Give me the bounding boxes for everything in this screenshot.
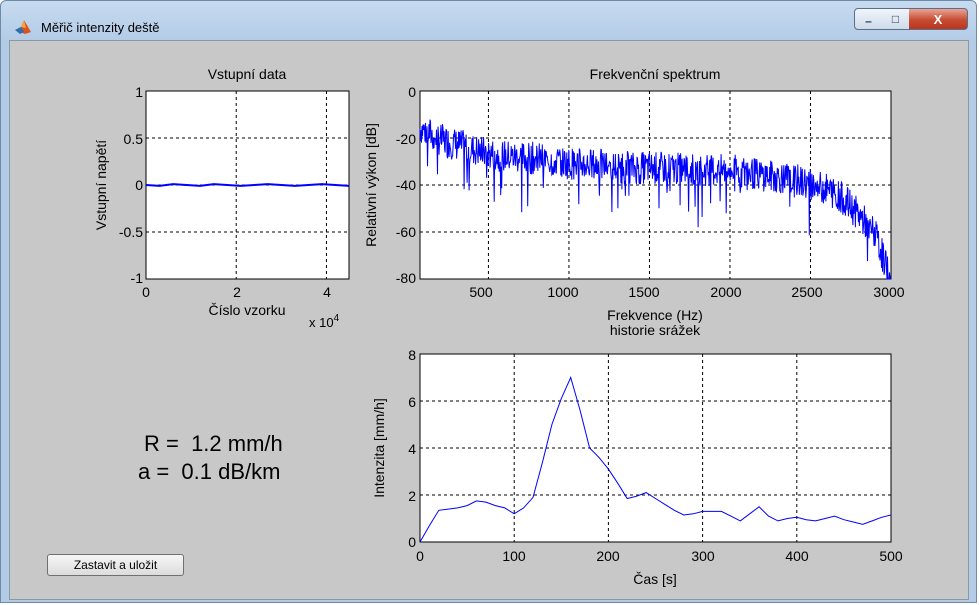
spectrum-ylabel: Relativní výkon [dB]: [363, 123, 379, 247]
spectrum-ytick: 0: [408, 84, 416, 100]
maximize-button[interactable]: □: [882, 8, 910, 30]
figure-area: Vstupní data 1 0.5 0 -0.5 -1 0 2 4 Číslo…: [9, 40, 969, 600]
maximize-icon: □: [891, 12, 900, 26]
spectrum-title: Frekvenční spektrum: [590, 66, 721, 82]
history-ytick: 8: [408, 347, 416, 363]
spectrum-xtick: 500: [469, 284, 493, 300]
stop-and-save-button[interactable]: Zastavit a uložit: [47, 554, 184, 576]
input-ytick: 0: [135, 177, 143, 193]
input-ylabel: Vstupní napětí: [93, 140, 109, 230]
history-ytick: 0: [408, 534, 416, 550]
history-xlabel: Čas [s]: [633, 571, 677, 587]
spectrum-xtick: 2500: [791, 284, 822, 300]
input-signal-line: [145, 183, 350, 187]
spectrum-axes[interactable]: Frekvenční spektrum 0 -20 -40 -60 -80 50…: [363, 66, 905, 323]
title-bar[interactable]: Měřič intenzity deště – □ X: [1, 1, 976, 41]
input-xtick: 2: [233, 284, 241, 300]
spectrum-ytick: -60: [396, 224, 416, 240]
spectrum-ytick: -80: [396, 270, 416, 286]
input-title: Vstupní data: [208, 66, 287, 82]
history-ytick: 4: [408, 441, 416, 457]
history-xtick: 400: [785, 548, 809, 564]
attenuation-text: a = 0.1 dB/km: [138, 459, 281, 484]
history-axes[interactable]: historie srážek 8 6 4 2 0 0 100 200 300 …: [371, 322, 903, 587]
window-title: Měřič intenzity deště: [41, 20, 160, 35]
spectrum-xtick: 2000: [710, 284, 741, 300]
history-title: historie srážek: [610, 322, 701, 338]
input-xtick: 0: [142, 284, 150, 300]
spectrum-xlabel: Frekvence (Hz): [607, 307, 703, 323]
spectrum-xtick: 1500: [628, 284, 659, 300]
spectrum-xtick: 1000: [547, 284, 578, 300]
matlab-icon: [15, 20, 31, 34]
input-xlabel: Číslo vzorku: [208, 302, 285, 318]
input-ytick: 0.5: [124, 131, 144, 147]
figure-canvas: Vstupní data 1 0.5 0 -0.5 -1 0 2 4 Číslo…: [93, 66, 905, 587]
history-ylabel: Intenzita [mm/h]: [371, 398, 387, 498]
history-line: [419, 376, 892, 543]
history-xtick: 500: [879, 548, 903, 564]
rain-rate-text: R = 1.2 mm/h: [144, 431, 283, 456]
history-ytick: 6: [408, 394, 416, 410]
spectrum-ytick: -40: [396, 177, 416, 193]
close-icon: X: [933, 11, 943, 27]
input-xtick: 4: [323, 284, 331, 300]
spectrum-xtick: 3000: [873, 284, 904, 300]
input-ytick: -1: [131, 270, 144, 286]
minimize-button[interactable]: –: [854, 8, 883, 30]
history-xtick: 300: [691, 548, 715, 564]
close-button[interactable]: X: [909, 8, 968, 30]
input-data-axes[interactable]: Vstupní data 1 0.5 0 -0.5 -1 0 2 4 Číslo…: [93, 66, 350, 330]
history-ytick: 2: [408, 488, 416, 504]
minimize-icon: –: [865, 14, 872, 28]
spectrum-ytick: -20: [396, 131, 416, 147]
input-x-multiplier: x 104: [309, 313, 340, 330]
history-xtick: 0: [416, 548, 424, 564]
history-xtick: 100: [502, 548, 526, 564]
input-ytick: -0.5: [119, 224, 143, 240]
input-ytick: 1: [135, 84, 143, 100]
spectrum-line: [419, 119, 892, 280]
history-xtick: 200: [596, 548, 620, 564]
